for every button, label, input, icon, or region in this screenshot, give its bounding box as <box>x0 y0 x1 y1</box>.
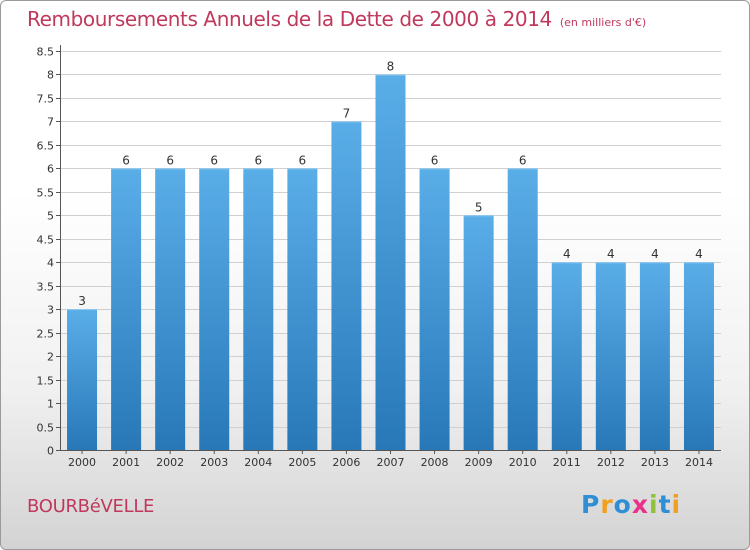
bar <box>375 74 406 451</box>
bar <box>639 262 670 450</box>
y-tick-label: 6 <box>47 163 54 176</box>
bar <box>287 168 318 450</box>
y-tick-label: 1.5 <box>37 375 55 388</box>
x-tick-label: 2001 <box>112 456 140 469</box>
data-label: 7 <box>343 106 351 120</box>
bar <box>595 262 626 450</box>
data-label: 6 <box>122 153 130 167</box>
y-tick-label: 7 <box>47 116 54 129</box>
y-tick-label: 5.5 <box>37 187 55 200</box>
data-label: 4 <box>651 247 659 261</box>
data-label: 6 <box>431 153 439 167</box>
y-tick-label: 3.5 <box>37 281 55 294</box>
data-label: 4 <box>563 247 571 261</box>
bar <box>243 168 274 450</box>
chart-title: Remboursements Annuels de la Dette de 20… <box>27 7 646 31</box>
bar <box>199 168 230 450</box>
data-label: 4 <box>695 247 703 261</box>
data-label: 6 <box>210 153 218 167</box>
bars: 3 6 6 6 6 6 7 8 6 5 6 4 4 4 4 <box>67 59 714 451</box>
data-label: 6 <box>254 153 262 167</box>
data-label: 3 <box>78 294 86 308</box>
logo-letter: P <box>581 490 601 519</box>
y-tick-label: 2.5 <box>37 328 55 341</box>
x-tick-label: 2002 <box>156 456 184 469</box>
y-tick-label: 1 <box>47 398 54 411</box>
y-tick-label: 3 <box>47 304 54 317</box>
bar <box>155 168 186 450</box>
x-tick-label: 2000 <box>68 456 96 469</box>
y-tick-label: 4 <box>47 257 54 270</box>
data-label: 5 <box>475 200 483 214</box>
bar <box>331 121 362 450</box>
data-label: 8 <box>387 59 395 73</box>
logo-letter: t <box>658 490 672 519</box>
logo-letter: i <box>649 490 659 519</box>
logo-letter: x <box>631 490 649 519</box>
x-tick-label: 2013 <box>641 456 669 469</box>
x-tick-label: 2003 <box>200 456 228 469</box>
y-tick-label: 2 <box>47 351 54 364</box>
y-tick-label: 0.5 <box>37 422 55 435</box>
x-tick-label: 2012 <box>597 456 625 469</box>
data-label: 6 <box>519 153 527 167</box>
y-tick-label: 7.5 <box>37 93 55 106</box>
axes: 0 0.5 1 1.5 2 2.5 3 3.5 4 4.5 5 5.5 6 6.5 7 7.5 8 8.5 2000… <box>37 45 721 469</box>
y-tick-label: 8.5 <box>37 46 55 59</box>
proxiti-logo: Proxiti <box>581 490 681 519</box>
bar <box>683 262 714 450</box>
y-tick-label: 0 <box>47 445 54 458</box>
y-tick-label: 6.5 <box>37 140 55 153</box>
x-tick-label: 2008 <box>421 456 449 469</box>
bar <box>507 168 538 450</box>
data-label: 6 <box>299 153 307 167</box>
logo-letter: i <box>671 490 682 519</box>
x-tick-label: 2005 <box>288 456 316 469</box>
x-tick-label: 2010 <box>509 456 537 469</box>
bar <box>551 262 582 450</box>
y-tick-label: 5 <box>47 210 54 223</box>
y-tick-label: 8 <box>47 69 54 82</box>
x-tick-label: 2006 <box>332 456 360 469</box>
data-label: 6 <box>166 153 174 167</box>
bar <box>463 215 494 450</box>
data-label: 4 <box>607 247 615 261</box>
bar <box>111 168 142 450</box>
x-tick-label: 2009 <box>465 456 493 469</box>
place-name: BOURBéVELLE <box>27 496 155 517</box>
bar <box>419 168 450 450</box>
x-tick-label: 2011 <box>553 456 581 469</box>
logo-letter: o <box>613 490 632 519</box>
x-tick-label: 2004 <box>244 456 272 469</box>
subtitle-text: (en milliers d'€) <box>559 16 647 29</box>
bar <box>67 309 98 450</box>
y-tick-label: 4.5 <box>37 234 55 247</box>
title-text: Remboursements Annuels de la Dette de 20… <box>27 7 552 31</box>
x-tick-label: 2007 <box>377 456 405 469</box>
x-tick-label: 2014 <box>685 456 713 469</box>
logo-letter: r <box>600 490 614 519</box>
